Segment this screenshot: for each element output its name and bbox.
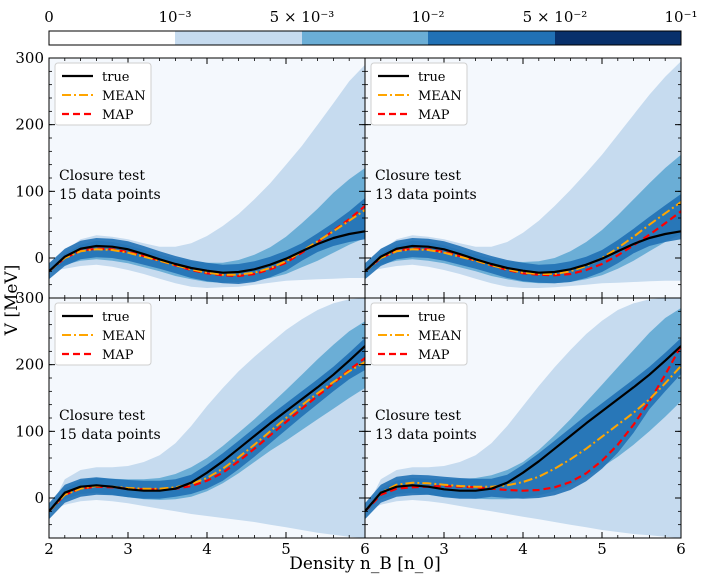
density-band-inner xyxy=(365,338,681,520)
x-tick-label: 4 xyxy=(202,540,212,558)
y-tick-label: 0 xyxy=(34,249,44,267)
colorbar-label-1: 10⁻³ xyxy=(158,8,191,26)
legend-label-true: true xyxy=(418,70,446,85)
density-band-inner xyxy=(365,194,681,284)
annotation-title: Closure test xyxy=(59,408,145,424)
annotation-title: Closure test xyxy=(59,168,145,184)
legend-box xyxy=(54,62,152,126)
legend-label-mean: MEAN xyxy=(418,329,462,344)
series-line-mean xyxy=(365,365,681,512)
x-tick-label: 5 xyxy=(597,540,607,558)
x-axis-title: Density n_B [n_0] xyxy=(289,554,441,574)
colorbar-segment-4 xyxy=(428,31,555,45)
plot-area xyxy=(49,298,365,538)
legend-box xyxy=(54,302,152,366)
legend-label-true: true xyxy=(418,310,446,325)
y-tick-label: 100 xyxy=(15,422,44,440)
series-line-mean xyxy=(365,201,681,275)
colorbar-label-4: 5 × 10⁻² xyxy=(523,8,588,26)
colorbar-label-3: 10⁻² xyxy=(411,8,444,26)
annotation-data-points: 15 data points xyxy=(59,427,161,443)
x-tick-label: 2 xyxy=(44,540,54,558)
density-band-outer xyxy=(49,64,365,288)
annotation-title: Closure test xyxy=(375,408,461,424)
x-tick-label: 3 xyxy=(123,540,133,558)
colorbar-label-5: 10⁻¹ xyxy=(664,8,697,26)
annotation-data-points: 13 data points xyxy=(375,427,477,443)
legend-label-mean: MEAN xyxy=(418,89,462,104)
legend-box xyxy=(370,302,468,366)
legend-label-map: MAP xyxy=(102,108,134,123)
legend-label-map: MAP xyxy=(418,108,450,123)
x-tick-label: 6 xyxy=(676,540,686,558)
y-tick-label: 300 xyxy=(15,289,44,307)
series-line-true xyxy=(49,230,365,274)
density-band-outer xyxy=(49,298,365,538)
series-line-true xyxy=(365,345,681,513)
plot-area xyxy=(49,64,365,288)
y-tick-label: 100 xyxy=(15,182,44,200)
series-line-mean xyxy=(49,209,365,276)
panel-top-right: true MEAN MAP Closure test 13 data points xyxy=(364,57,682,299)
x-tick-label: 4 xyxy=(518,540,528,558)
series-line-true xyxy=(49,345,365,513)
density-band-inner xyxy=(49,198,365,284)
panel-bottom-left: 0 100 200 300 2 3 4 5 6 true MEAN MAP Closure test 15… xyxy=(15,289,369,558)
legend-label-mean: MEAN xyxy=(102,329,146,344)
legend-label-map: MAP xyxy=(102,348,134,363)
colorbar-segment-2 xyxy=(175,31,302,45)
y-tick-label: 200 xyxy=(15,116,44,134)
plot-area xyxy=(365,61,681,288)
density-band-inner xyxy=(49,338,365,520)
series-line-true xyxy=(365,230,681,274)
colorbar-segment-5 xyxy=(555,31,681,45)
legend-label-true: true xyxy=(102,70,130,85)
colorbar-label-0: 0 xyxy=(44,8,54,26)
colorbar-segment-3 xyxy=(302,31,428,45)
panel-top-left: 0 100 200 300 true MEAN MAP Closure test 15 data… xyxy=(15,49,366,299)
x-tick-label: 6 xyxy=(360,540,370,558)
y-tick-label: 300 xyxy=(15,49,44,67)
colorbar: 0 10⁻³ 5 × 10⁻³ 10⁻² 5 × 10⁻² 10⁻¹ xyxy=(44,8,698,46)
y-tick-label: 0 xyxy=(34,489,44,507)
legend-label-mean: MEAN xyxy=(102,89,146,104)
legend-label-map: MAP xyxy=(418,348,450,363)
colorbar-segment-1 xyxy=(49,31,175,45)
y-tick-label: 200 xyxy=(15,356,44,374)
legend-label-true: true xyxy=(102,310,130,325)
series-line-map xyxy=(49,357,365,513)
y-axis-title: V [MeV] xyxy=(2,265,22,337)
series-line-map xyxy=(365,345,681,513)
colorbar-frame xyxy=(48,30,682,46)
colorbar-label-2: 5 × 10⁻³ xyxy=(270,8,335,26)
x-tick-label: 5 xyxy=(281,540,291,558)
annotation-title: Closure test xyxy=(375,168,461,184)
panel-bottom-right: 3 4 5 6 true MEAN MAP Closure test 13 data point… xyxy=(364,297,686,558)
annotation-data-points: 15 data points xyxy=(59,187,161,203)
x-tick-label: 3 xyxy=(439,540,449,558)
annotation-data-points: 13 data points xyxy=(375,187,477,203)
legend-box xyxy=(370,62,468,126)
plot-area xyxy=(365,298,681,538)
